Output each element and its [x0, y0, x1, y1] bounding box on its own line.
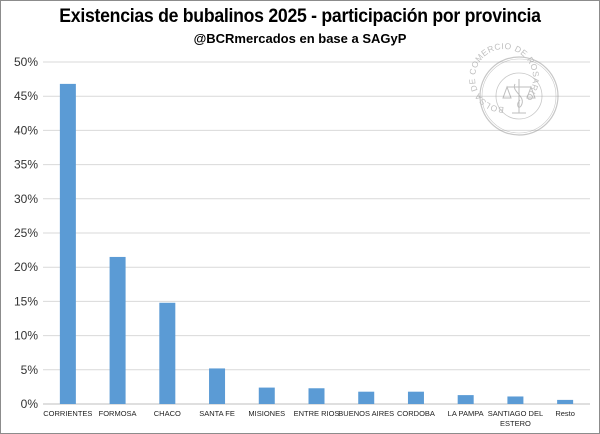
seal-text: BOLSA DE COMERCIO DE ROSARIO [467, 41, 541, 115]
x-tick-label: SANTIAGO DEL ESTERO [488, 409, 543, 428]
chart-subtitle: @BCRmercados en base a SAGyP [193, 31, 407, 46]
bar-formosa [109, 256, 126, 404]
y-tick-label: 40% [14, 123, 38, 137]
y-tick-label: 15% [14, 294, 38, 308]
y-tick-label: 25% [14, 226, 38, 240]
bar-la-pampa [457, 395, 474, 404]
bar-santiago-del-estero [507, 396, 524, 404]
x-tick-label: LA PAMPA [448, 409, 484, 418]
x-tick-label: Resto [555, 409, 575, 418]
y-tick-label: 45% [14, 89, 38, 103]
x-tick-label: FORMOSA [99, 409, 137, 418]
bar-entre-rios [308, 388, 325, 404]
y-axis-ticks: 0% 5% 10% 15% 20% 25% 30% 35% 40% 45% 50% [14, 55, 38, 411]
bcr-seal-watermark: BOLSA DE COMERCIO DE ROSARIO [467, 41, 559, 136]
gridlines [43, 61, 590, 405]
bar-cordoba [407, 391, 424, 404]
x-tick-label: MISIONES [248, 409, 285, 418]
x-tick-label: CHACO [154, 409, 181, 418]
y-tick-label: 5% [21, 363, 39, 377]
chart-title: Existencias de bubalinos 2025 - particip… [59, 6, 541, 27]
bar-chaco [159, 302, 176, 404]
y-tick-label: 0% [21, 397, 39, 411]
x-tick-label: CORRIENTES [43, 409, 92, 418]
y-tick-label: 50% [14, 55, 38, 69]
y-tick-label: 10% [14, 329, 38, 343]
svg-text:BOLSA DE COMERCIO DE ROSARIO: BOLSA DE COMERCIO DE ROSARIO [467, 41, 541, 115]
bar-santa-fe [209, 368, 226, 404]
x-axis-ticks: CORRIENTES FORMOSA CHACO SANTA FE MISIONES EN… [43, 409, 575, 428]
y-tick-label: 35% [14, 158, 38, 172]
scale-icon [502, 79, 536, 114]
x-tick-label: SANTA FE [199, 409, 235, 418]
bar-corrientes [59, 83, 76, 404]
x-tick-label: ENTRE RIOS [294, 409, 340, 418]
bar-resto [557, 399, 574, 404]
bars [59, 83, 574, 404]
bar-buenos-aires [358, 391, 375, 404]
y-tick-label: 30% [14, 192, 38, 206]
x-tick-label: BUENOS AIRES [338, 409, 394, 418]
bar-misiones [258, 387, 275, 404]
y-tick-label: 20% [14, 260, 38, 274]
x-tick-label: CORDOBA [397, 409, 435, 418]
